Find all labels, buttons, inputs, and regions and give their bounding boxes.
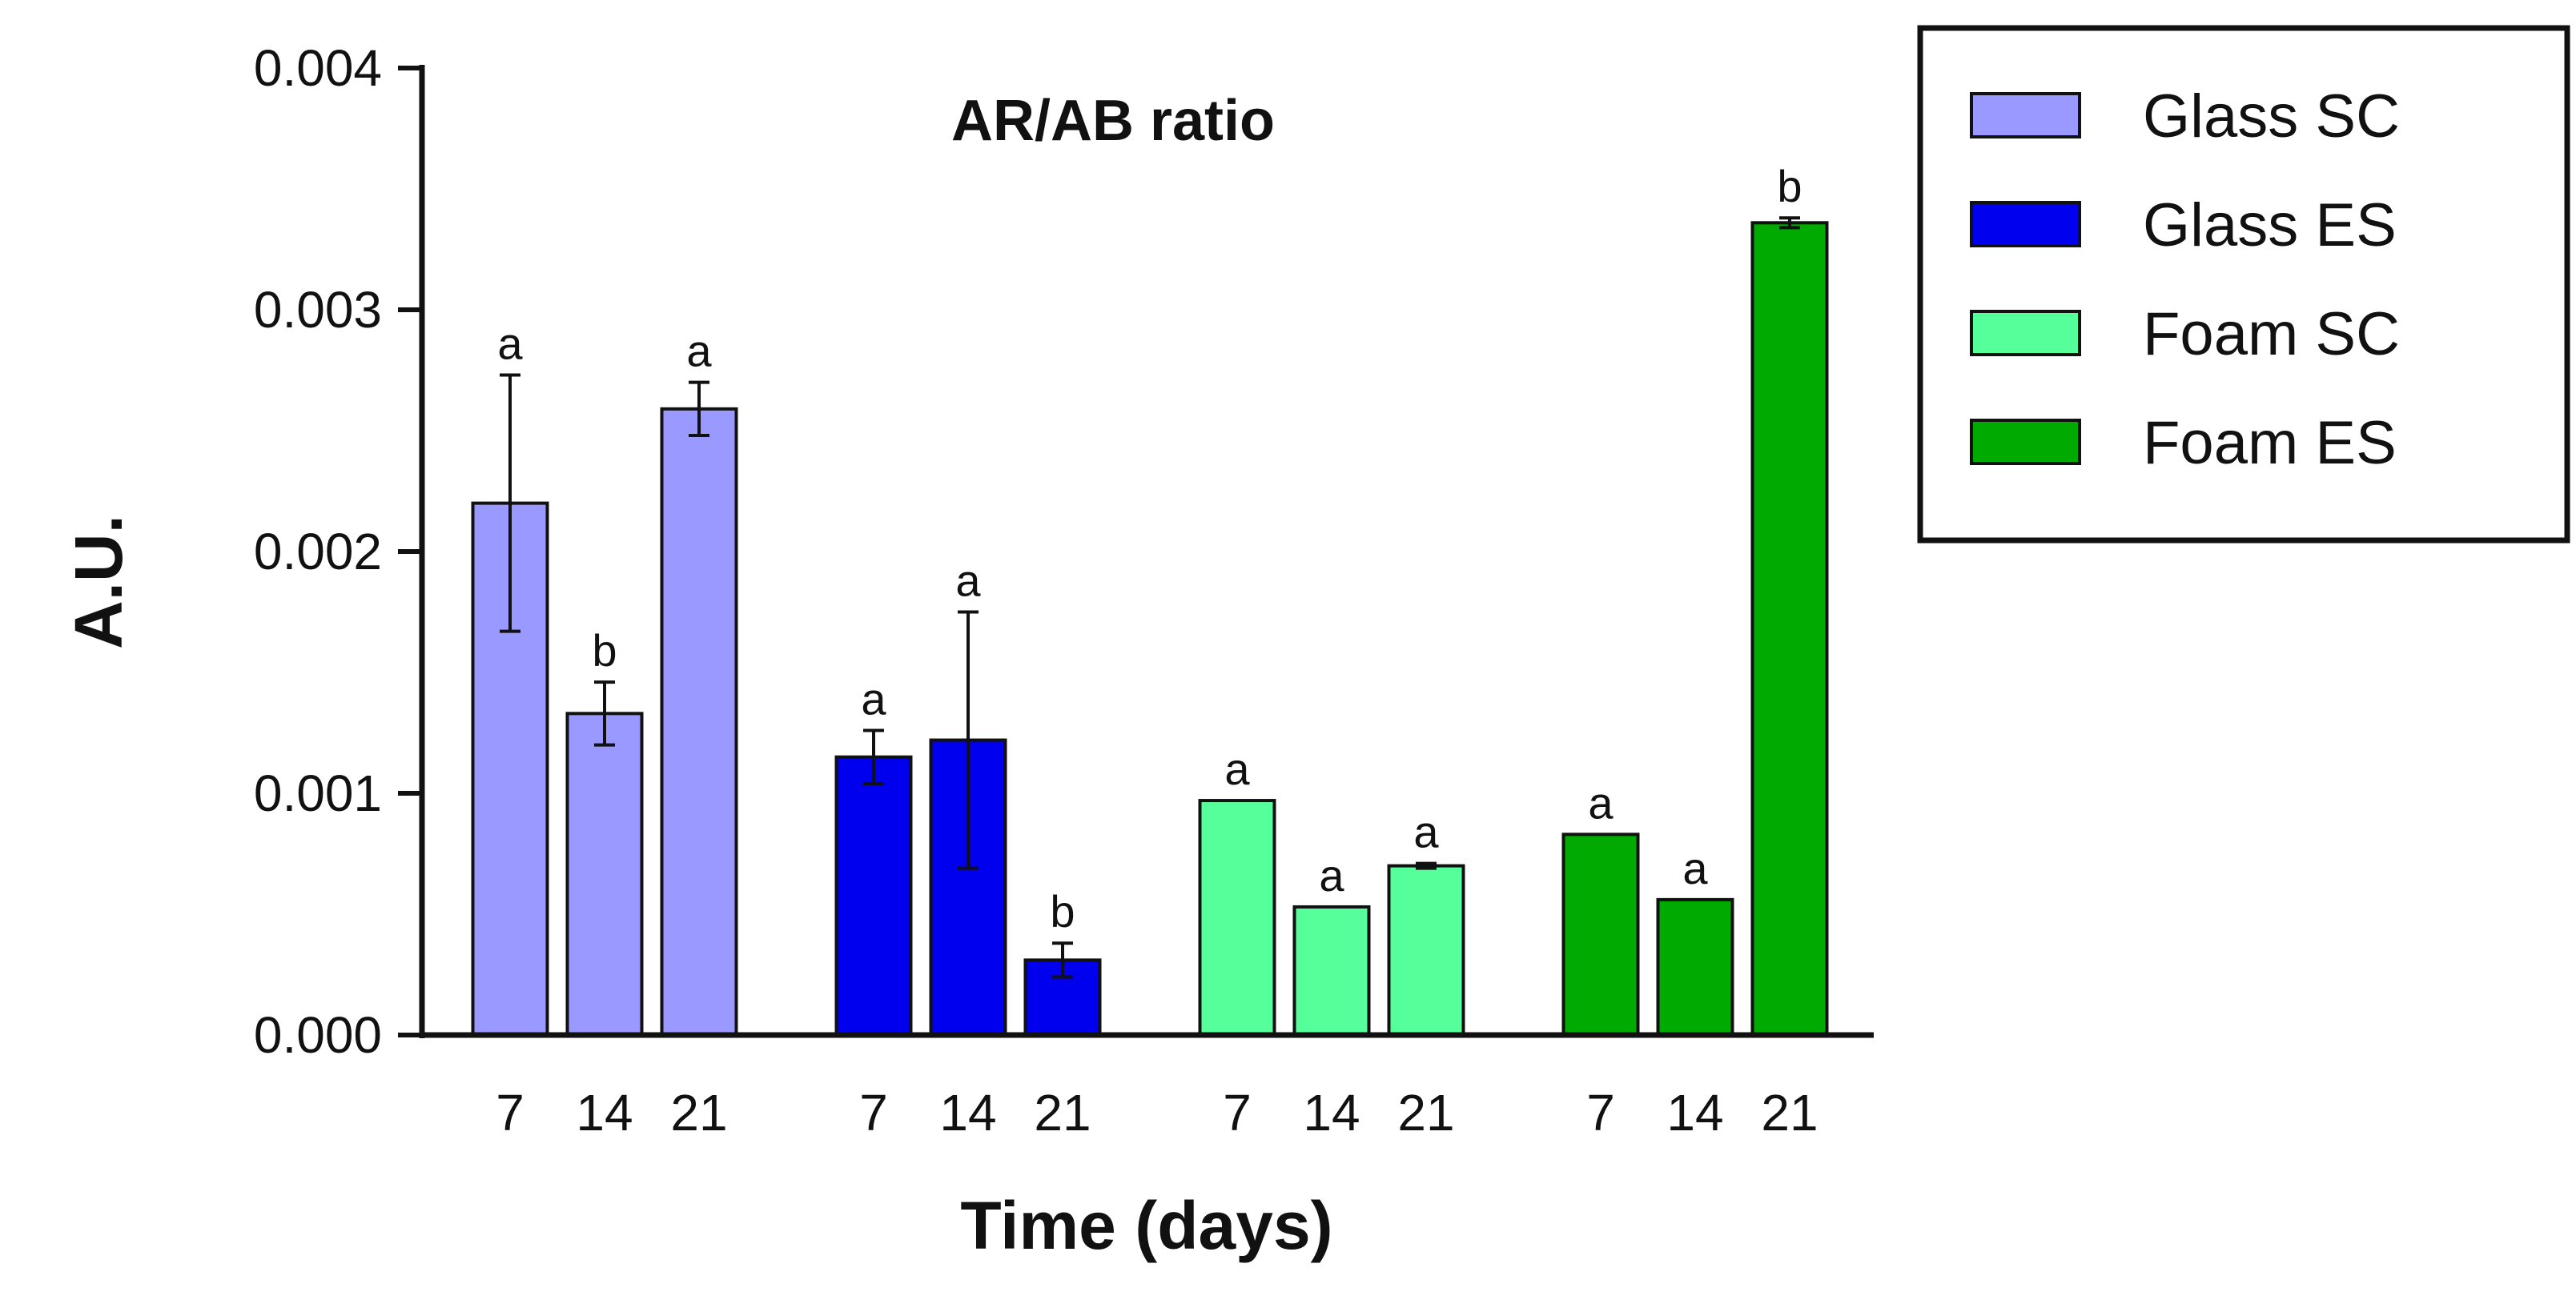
x-category-label: 7 (859, 1084, 888, 1141)
x-category-label: 14 (1666, 1084, 1723, 1141)
legend-label: Foam ES (2143, 409, 2397, 477)
bar (834, 755, 913, 1037)
significance-label: b (1777, 161, 1802, 211)
significance-label: a (861, 673, 886, 724)
legend-swatch (1970, 92, 2081, 138)
significance-label: a (1319, 850, 1344, 901)
x-category-label: 14 (1303, 1084, 1360, 1141)
y-tick-label: 0.003 (254, 281, 382, 339)
significance-label: b (592, 625, 617, 676)
y-tick-label: 0.004 (254, 39, 382, 97)
y-axis-title: A.U. (61, 515, 136, 649)
legend: Glass SC Glass ES Foam SC Foam ES (1917, 25, 2570, 544)
bar (1198, 799, 1276, 1037)
x-axis-title: Time (days) (960, 1188, 1332, 1263)
legend-swatch (1970, 201, 2081, 247)
y-tick-label: 0.002 (254, 523, 382, 580)
legend-label: Foam SC (2143, 300, 2400, 368)
significance-label: a (1413, 807, 1439, 857)
x-category-label: 21 (1761, 1084, 1818, 1141)
significance-label: b (1050, 886, 1075, 937)
legend-label: Glass SC (2143, 82, 2400, 150)
bar (1387, 864, 1465, 1037)
y-tick-label: 0.000 (254, 1006, 382, 1064)
significance-label: a (1588, 777, 1614, 828)
legend-label: Glass ES (2143, 191, 2397, 259)
significance-label: a (1682, 843, 1708, 893)
x-category-label: 14 (939, 1084, 996, 1141)
x-category-label: 7 (1223, 1084, 1252, 1141)
x-axis-categories: 7 14 21 7 14 21 7 14 21 7 14 21 (496, 1084, 1818, 1141)
x-category-label: 14 (576, 1084, 633, 1141)
x-category-label: 21 (670, 1084, 727, 1141)
significance-label: a (1224, 744, 1250, 794)
bar (929, 738, 1007, 1037)
bar (660, 407, 738, 1037)
bar-series: a b a a a b a a a a a b (471, 161, 1829, 1037)
significance-label: a (497, 319, 523, 369)
x-category-label: 7 (496, 1084, 524, 1141)
legend-swatch (1970, 419, 2081, 465)
chart-title: AR/AB ratio (951, 89, 1275, 153)
y-axis-ticks: 0.000 0.001 0.002 0.003 0.004 (254, 39, 422, 1064)
x-category-label: 21 (1034, 1084, 1091, 1141)
bar (565, 712, 644, 1037)
y-tick-label: 0.001 (254, 764, 382, 822)
x-category-label: 7 (1586, 1084, 1615, 1141)
significance-label: a (686, 326, 712, 376)
bar (1561, 833, 1640, 1037)
axes (419, 65, 1874, 1038)
legend-swatch (1970, 310, 2081, 356)
bar (1292, 905, 1371, 1037)
significance-label: a (955, 556, 981, 606)
bar (1656, 897, 1734, 1037)
x-category-label: 21 (1397, 1084, 1454, 1141)
bar (1750, 221, 1829, 1037)
